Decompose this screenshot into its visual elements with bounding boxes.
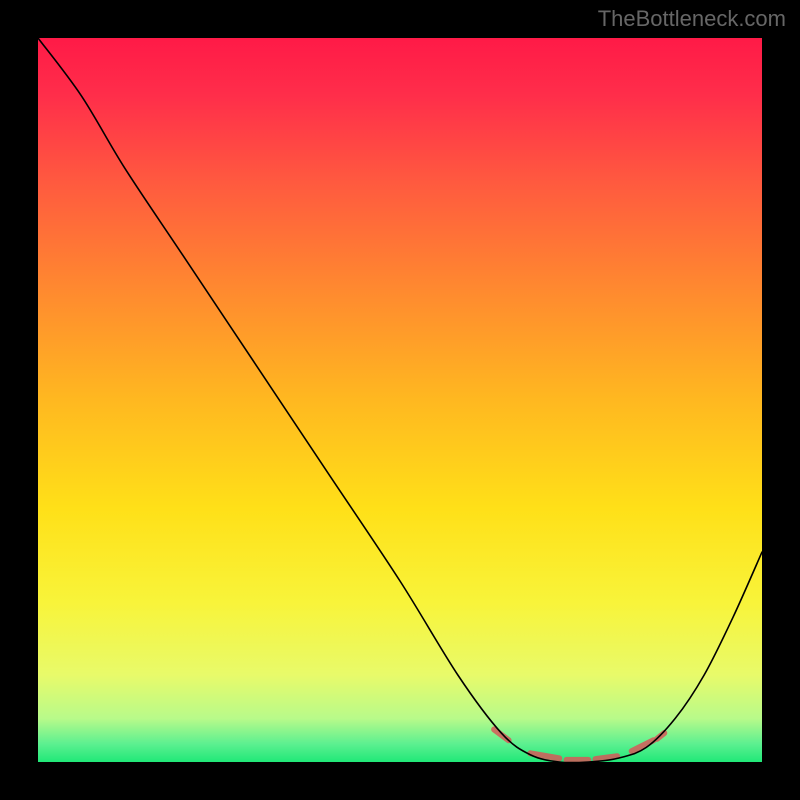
plot-area xyxy=(38,38,762,762)
highlight-segments xyxy=(494,729,664,759)
watermark-text: TheBottleneck.com xyxy=(598,6,786,32)
bottleneck-curve xyxy=(38,38,762,762)
curve-layer xyxy=(38,38,762,762)
